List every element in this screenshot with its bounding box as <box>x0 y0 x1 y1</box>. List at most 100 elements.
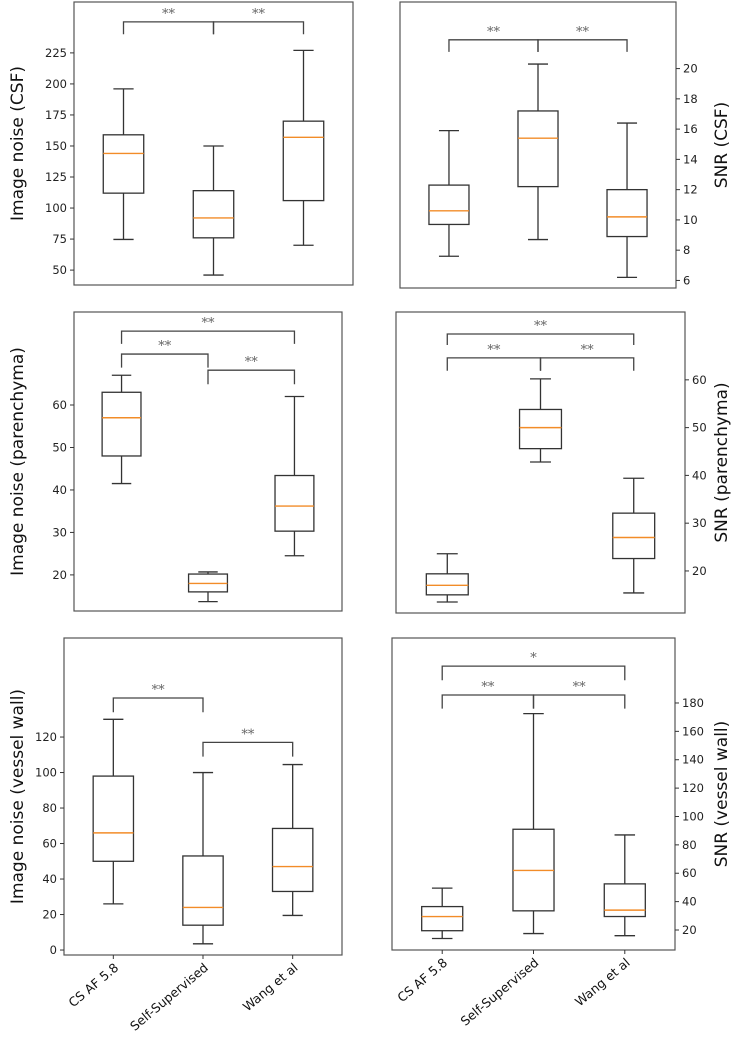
y-tick-label: 20 <box>52 568 67 582</box>
box-0 <box>92 718 135 905</box>
panel-5: 20 40 60 80 100 120 140 160 180 SNR (vessel wall)… <box>391 637 732 1029</box>
iqr-box <box>428 184 470 226</box>
y-tick-label: 6 <box>683 273 690 287</box>
box-0 <box>102 88 145 241</box>
box-1 <box>517 63 559 241</box>
box-0 <box>425 553 469 603</box>
significance-label: ** <box>487 25 501 40</box>
y-tick-label: 120 <box>682 781 704 795</box>
significance-label: ** <box>158 339 172 354</box>
box-0 <box>421 887 464 940</box>
y-tick-label: 16 <box>683 122 698 136</box>
box-0 <box>428 129 470 257</box>
significance-label: ** <box>162 7 176 22</box>
significance-bracket <box>539 357 635 371</box>
y-tick-label: 100 <box>45 201 67 215</box>
significance-bracket <box>207 369 296 385</box>
box-2 <box>271 763 314 917</box>
iqr-box <box>182 855 224 926</box>
y-tick-label: 175 <box>45 108 67 122</box>
y-tick-label: 125 <box>45 170 67 184</box>
y-tick-label: 120 <box>35 730 57 744</box>
significance-bracket <box>212 21 305 35</box>
y-tick-label: 160 <box>682 724 704 738</box>
iqr-box <box>102 134 145 194</box>
iqr-box <box>517 110 559 188</box>
significance-label: ** <box>487 343 501 358</box>
y-tick-label: 150 <box>45 139 67 153</box>
iqr-box <box>606 188 648 238</box>
y-tick-label: 60 <box>52 398 67 412</box>
significance-label: ** <box>252 7 266 22</box>
y-tick-label: 18 <box>683 92 698 106</box>
significance-label: ** <box>581 343 595 358</box>
iqr-box <box>603 883 646 918</box>
significance-bracket <box>532 694 626 709</box>
y-tick-label: 40 <box>682 895 697 909</box>
y-tick-label: 60 <box>692 373 707 387</box>
significance-bracket <box>122 21 215 35</box>
y-tick-label: 60 <box>682 866 697 880</box>
significance-label: ** <box>576 25 590 40</box>
y-tick-label: 100 <box>682 809 704 823</box>
y-tick-label: 180 <box>682 696 704 710</box>
y-tick-label: 20 <box>683 62 698 76</box>
y-tick-label: 80 <box>682 838 697 852</box>
y-tick-label: 40 <box>52 483 67 497</box>
y-tick-label: 60 <box>42 837 57 851</box>
y-tick-label: 30 <box>52 525 67 539</box>
significance-bracket <box>446 357 542 371</box>
significance-label: ** <box>245 355 259 370</box>
y-tick-label: 14 <box>683 152 698 166</box>
y-tick-label: 10 <box>683 213 698 227</box>
y-tick-label: 40 <box>692 468 707 482</box>
iqr-box <box>282 120 325 202</box>
y-tick-label: 225 <box>45 46 67 60</box>
y-axis-label: Image noise (CSF) <box>8 66 28 221</box>
significance-label: ** <box>152 683 166 698</box>
box-2 <box>282 49 325 246</box>
plot-frame <box>73 311 343 612</box>
box-2 <box>274 395 315 557</box>
significance-bracket <box>120 353 209 368</box>
significance-label: ** <box>481 680 495 695</box>
significance-label: * <box>530 651 537 666</box>
iqr-box <box>101 391 142 457</box>
iqr-box <box>612 512 656 560</box>
significance-bracket <box>446 333 635 345</box>
significance-bracket <box>448 39 539 52</box>
iqr-box <box>518 408 563 450</box>
box-2 <box>603 834 646 937</box>
x-tick-label: Wang et al <box>240 960 301 1014</box>
panel-3: 20 30 40 50 60 SNR (parenchyma) ** ** ** <box>395 311 732 614</box>
significance-bracket <box>441 665 626 681</box>
y-tick-label: 20 <box>692 564 707 578</box>
box-0 <box>101 374 142 485</box>
box-1 <box>182 771 224 945</box>
y-tick-label: 12 <box>683 183 698 197</box>
significance-label: ** <box>202 316 216 331</box>
significance-bracket <box>537 39 628 52</box>
box-1 <box>187 571 229 603</box>
panel-2: 20 30 40 50 60 Image noise (parenchyma) ** ** ** <box>8 311 343 612</box>
y-tick-label: 30 <box>692 516 707 530</box>
y-axis-label: SNR (vessel wall) <box>712 721 732 868</box>
x-tick-label: Self-Supervised <box>458 955 542 1029</box>
y-tick-label: 75 <box>52 232 67 246</box>
significance-bracket <box>112 697 204 713</box>
significance-bracket <box>441 694 535 709</box>
box-1 <box>512 712 555 935</box>
plot-frame <box>395 311 686 614</box>
y-axis-label: Image noise (parenchyma) <box>8 347 28 576</box>
x-tick-label: CS AF 5.8 <box>65 960 121 1010</box>
x-tick-label: Self-Supervised <box>127 960 211 1034</box>
panel-0: 50 75 100 125 150 175 200 225 Image noise (CSF) *… <box>8 1 354 286</box>
y-axis-label: SNR (CSF) <box>712 102 732 188</box>
y-tick-label: 50 <box>52 263 67 277</box>
significance-bracket <box>120 330 296 344</box>
iqr-box <box>421 905 464 932</box>
y-axis-label: Image noise (vessel wall) <box>8 689 28 904</box>
box-1 <box>518 378 563 463</box>
plot-frame <box>73 1 354 286</box>
iqr-box <box>92 775 135 862</box>
